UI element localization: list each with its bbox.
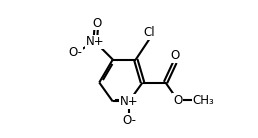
Text: O: O	[170, 49, 180, 62]
Text: O-: O-	[68, 46, 82, 59]
Text: O: O	[173, 94, 182, 107]
Text: N+: N+	[120, 95, 138, 108]
Text: N+: N+	[86, 35, 104, 48]
Text: O: O	[92, 17, 101, 30]
Text: CH₃: CH₃	[192, 94, 214, 107]
Text: Cl: Cl	[143, 26, 155, 39]
Text: O-: O-	[122, 114, 136, 127]
